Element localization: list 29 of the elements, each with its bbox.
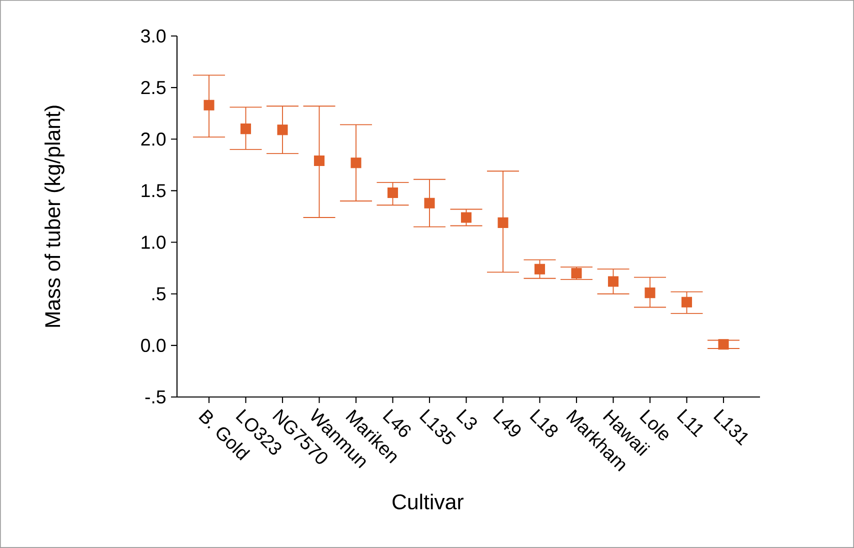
y-tick-label: 1.0	[142, 236, 166, 249]
y-tick-label: 0.0	[141, 338, 166, 352]
point	[277, 124, 288, 136]
y-tick-label: -.5	[145, 390, 166, 404]
point	[424, 198, 435, 208]
y-tick-label: 1.5	[142, 184, 166, 198]
point	[314, 156, 325, 166]
point	[350, 158, 362, 168]
x-tick-label: L18	[530, 408, 558, 438]
x-tick-label: L11	[676, 408, 704, 438]
point	[608, 276, 619, 287]
y-tick-label: 3.0	[141, 29, 166, 43]
point	[204, 100, 214, 110]
x-tick-label: L49	[492, 408, 521, 436]
point	[240, 124, 252, 134]
point	[387, 187, 398, 198]
point	[571, 268, 582, 278]
x-axis-title: Cultivar	[392, 494, 464, 510]
y-tick-label: .5	[152, 287, 166, 300]
point	[681, 296, 692, 308]
point	[534, 264, 546, 274]
y-tick-label: 2.0	[141, 132, 166, 146]
point	[460, 212, 472, 223]
point	[718, 339, 729, 350]
point	[644, 288, 656, 298]
x-tick-label: L3	[456, 408, 477, 430]
point	[498, 217, 508, 228]
y-tick-label: 2.5	[141, 80, 166, 94]
y-axis-title: Mass of tuber (kg/plant)	[44, 106, 64, 327]
